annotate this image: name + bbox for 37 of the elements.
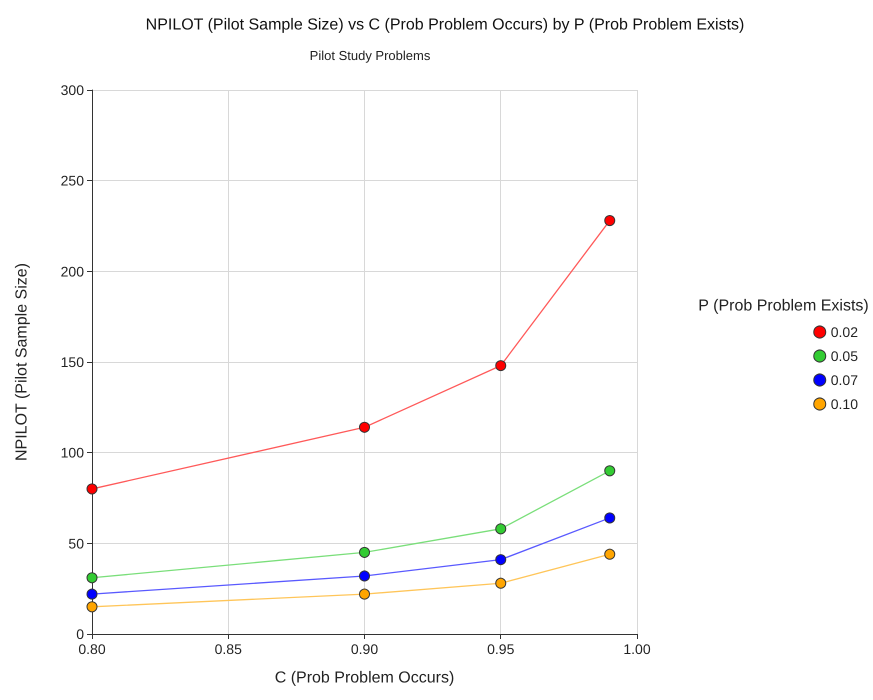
y-axis-title: NPILOT (Pilot Sample Size) xyxy=(14,263,30,461)
y-tick-label: 200 xyxy=(60,263,84,280)
y-tick-label: 300 xyxy=(60,82,84,98)
point xyxy=(86,483,98,494)
y-tick-label: 0 xyxy=(76,626,84,642)
point xyxy=(495,554,506,566)
y-tick-label: 250 xyxy=(60,172,84,189)
y-tick-label: 50 xyxy=(68,535,84,552)
point xyxy=(604,548,616,560)
y-tick-label: 100 xyxy=(60,444,84,461)
point xyxy=(604,512,616,524)
legend-label: 0.02 xyxy=(830,324,858,340)
point xyxy=(604,465,616,476)
point xyxy=(86,588,98,600)
point xyxy=(604,215,616,226)
legend-label: 0.07 xyxy=(830,372,858,388)
x-tick-label: 0.90 xyxy=(350,641,378,657)
point xyxy=(359,588,370,600)
point xyxy=(495,578,506,589)
point xyxy=(86,572,98,584)
point xyxy=(359,422,370,433)
point xyxy=(495,360,506,372)
x-tick-label: 1.00 xyxy=(623,641,651,657)
x-axis-title: C (Prob Problem Occurs) xyxy=(274,670,454,686)
point xyxy=(86,601,98,612)
legend-label: 0.10 xyxy=(830,396,858,412)
legend-label: 0.05 xyxy=(830,348,858,364)
chart-title: NPILOT (Pilot Sample Size) vs C (Prob Problem Occurs) by P (Prob Problem Exists) xyxy=(146,16,744,34)
point xyxy=(359,570,370,582)
x-tick-label: 0.80 xyxy=(78,641,106,657)
legend-title: P (Prob Problem Exists) xyxy=(698,298,869,314)
point xyxy=(495,523,506,534)
x-tick-label: 0.95 xyxy=(487,641,515,657)
x-tick-label: 0.85 xyxy=(214,641,242,657)
chart-subtitle: Pilot Study Problems xyxy=(310,48,431,63)
point xyxy=(359,546,370,558)
y-tick-label: 150 xyxy=(60,354,84,370)
